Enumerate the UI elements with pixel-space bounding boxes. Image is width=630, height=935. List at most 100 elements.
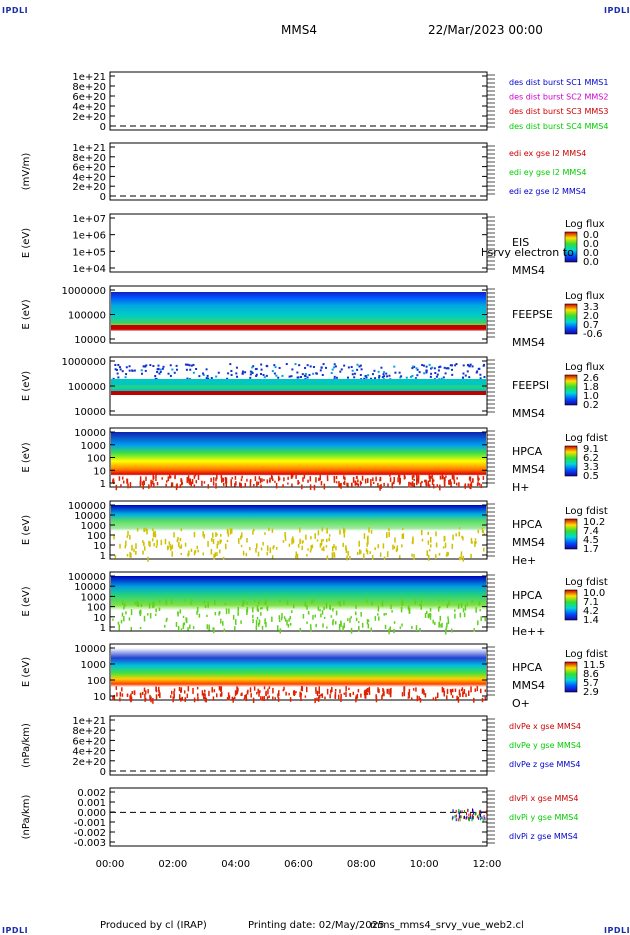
speckle-6 [397,477,399,483]
speckle-8 [264,618,266,625]
speckle-7 [149,541,151,547]
speckle-8 [148,602,151,609]
speckle-feepsi [429,375,432,378]
speckle-7 [401,533,404,539]
speckle-7 [207,540,209,547]
colorbar-tick-5-3: 0.2 [583,400,599,411]
speckle-8 [478,601,481,606]
speckle-6 [408,481,410,488]
dlvpi-burst [466,815,468,819]
speckle-feepsi [265,374,268,377]
speckle-8 [366,619,369,625]
speckle-7 [302,540,304,543]
speckle-8 [315,623,317,628]
speckle-6 [411,481,414,488]
dlvpi-burst [479,811,481,815]
speckle-9 [476,686,479,692]
dlvpi-burst [457,818,459,822]
speckle-9 [131,691,133,695]
speckle-feepsi [319,369,322,372]
speckle-8 [280,616,283,621]
xtick-label-0: 00:00 [96,859,125,870]
speckle-7 [193,531,196,538]
speckle-8 [390,604,392,610]
speckle-8 [196,606,199,613]
speckle-6 [139,480,142,487]
speckle-8 [424,612,427,618]
speckle-9 [468,690,470,696]
speckle-9 [381,695,383,701]
speckle-8 [256,616,259,620]
speckle-9 [258,693,260,697]
dlvpi-burst [478,816,480,820]
speckle-6 [415,475,418,478]
speckle-7 [421,529,423,536]
speckle-6 [361,475,364,481]
ytick-label-2-1: 8e+20 [72,153,106,164]
speckle-feepsi [290,375,293,378]
speckle-9 [456,695,458,700]
speckle-feepsi [353,376,356,379]
ytick-label-10-1: 8e+20 [72,726,106,737]
speckle-8 [420,604,423,610]
heatmap-fill-6 [111,432,486,485]
speckle-6 [220,474,223,479]
speckle-9 [267,688,269,695]
speckle-8 [447,616,449,620]
speckle-8 [384,624,387,630]
speckle-feepsi [374,377,377,380]
speckle-7 [168,541,171,545]
speckle-feepsi [411,374,414,377]
speckle-8 [419,627,421,632]
speckle-6 [326,475,329,479]
speckle-9 [423,690,425,696]
speckle-6 [320,480,323,486]
speckle-feepsi [265,364,268,367]
ytick-label-9-2: 100 [87,676,106,687]
speckle-feepsi [428,363,431,366]
speckle-8 [149,612,152,619]
speckle-9 [266,696,269,700]
speckle-feepsi [202,372,205,375]
dlvpi-burst [458,815,460,819]
speckle-9 [386,688,389,694]
ytick-label-7-4: 10 [93,541,106,552]
speckle-7 [266,545,269,552]
speckle-9 [228,697,230,701]
speckle-6 [244,482,247,487]
speckle-9 [170,695,172,698]
ylabel-9: E (eV) [21,657,32,687]
speckle-8 [185,617,188,624]
speckle-6 [392,481,395,485]
legend-entry-11-1: dlvPi y gse MMS4 [509,813,578,822]
speckle-7 [369,551,371,554]
speckle-9 [253,686,256,691]
dlvpi-burst [468,818,470,822]
speckle-9 [155,686,157,692]
speckle-6 [180,478,182,483]
dlvpi-burst [454,814,456,818]
speckle-7 [219,549,221,554]
speckle-7 [349,555,351,560]
speckle-9 [457,696,460,703]
speckle-7 [443,535,446,542]
dlvpi-burst [471,808,473,812]
speckle-6 [379,476,382,481]
panel-frame-3 [109,213,488,273]
speckle-9 [180,689,182,693]
speckle-feepsi [291,368,294,371]
speckle-feepsi [249,370,252,373]
speckle-6 [431,474,433,478]
speckle-8 [471,599,473,603]
speckle-9 [330,689,332,694]
speckle-8 [326,626,328,629]
speckle-8 [278,619,281,623]
speckle-8 [279,628,282,633]
speckle-6 [377,482,379,487]
speckle-feepsi [455,363,458,366]
speckle-9 [321,693,324,698]
speckle-7 [241,532,243,538]
speckle-6 [344,476,346,480]
speckle-8 [256,605,259,611]
speckle-9 [193,697,196,703]
